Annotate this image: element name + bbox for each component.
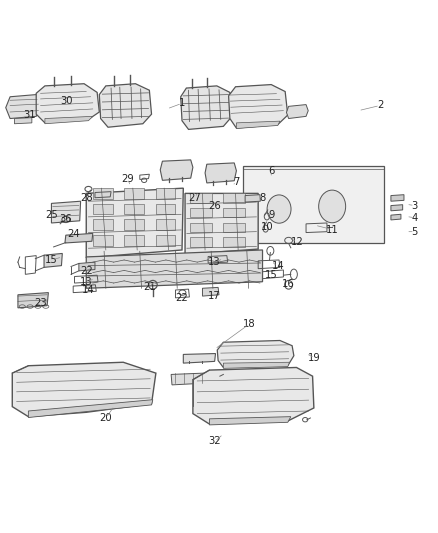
Polygon shape (223, 362, 290, 368)
Bar (155, 204, 175, 214)
Text: 4: 4 (412, 213, 418, 223)
Text: 19: 19 (308, 353, 321, 363)
Bar (124, 235, 144, 246)
Polygon shape (209, 417, 291, 425)
Text: 17: 17 (208, 291, 221, 301)
Bar (155, 235, 175, 246)
Polygon shape (65, 233, 93, 243)
Text: 13: 13 (80, 277, 92, 287)
Text: 10: 10 (261, 222, 273, 232)
Text: 6: 6 (268, 166, 275, 176)
Bar (93, 235, 113, 246)
Text: 31: 31 (23, 110, 36, 120)
Ellipse shape (267, 195, 291, 223)
Polygon shape (6, 94, 41, 118)
Polygon shape (205, 163, 237, 183)
Text: 32: 32 (208, 437, 221, 447)
Text: 36: 36 (60, 214, 72, 224)
Text: 3: 3 (412, 200, 418, 211)
Bar (124, 219, 144, 230)
Polygon shape (45, 116, 93, 124)
Text: 27: 27 (189, 193, 201, 203)
Polygon shape (14, 118, 32, 124)
Polygon shape (171, 373, 205, 385)
Text: 9: 9 (268, 210, 275, 220)
Bar (124, 204, 144, 214)
Polygon shape (391, 205, 403, 211)
Text: 14: 14 (82, 286, 95, 295)
Polygon shape (286, 104, 308, 118)
Polygon shape (36, 84, 99, 123)
Polygon shape (243, 166, 385, 243)
Text: 30: 30 (60, 96, 73, 106)
Polygon shape (79, 262, 95, 271)
Polygon shape (185, 193, 258, 254)
Polygon shape (184, 353, 215, 363)
Text: 22: 22 (176, 293, 188, 303)
Polygon shape (18, 293, 48, 308)
Polygon shape (160, 160, 193, 180)
Bar (93, 188, 113, 199)
Text: 1: 1 (179, 98, 185, 108)
Polygon shape (51, 201, 81, 223)
Text: 28: 28 (80, 193, 92, 203)
Text: 22: 22 (80, 266, 92, 276)
Polygon shape (245, 195, 260, 202)
Bar (93, 219, 113, 230)
Bar (124, 188, 144, 199)
Text: 21: 21 (143, 282, 156, 292)
Polygon shape (95, 192, 111, 198)
Polygon shape (28, 400, 153, 417)
Text: 15: 15 (265, 270, 278, 280)
Text: 14: 14 (272, 261, 284, 271)
Bar (155, 188, 175, 199)
Text: 11: 11 (326, 224, 339, 235)
Polygon shape (44, 254, 62, 268)
Bar (223, 208, 245, 217)
Polygon shape (193, 367, 314, 424)
Polygon shape (86, 188, 184, 258)
Bar (190, 208, 212, 217)
Text: 23: 23 (34, 298, 47, 309)
Bar (155, 219, 175, 230)
Polygon shape (202, 287, 219, 296)
Text: 18: 18 (243, 319, 256, 329)
Polygon shape (217, 341, 294, 367)
Bar (223, 237, 245, 247)
Bar (190, 193, 212, 203)
Polygon shape (229, 85, 288, 128)
Polygon shape (391, 195, 404, 201)
Bar (93, 204, 113, 214)
Bar (223, 193, 245, 203)
Polygon shape (12, 362, 156, 417)
Ellipse shape (319, 190, 346, 223)
Polygon shape (181, 86, 232, 130)
Text: 29: 29 (121, 174, 134, 184)
Text: 24: 24 (67, 229, 80, 239)
Text: 7: 7 (233, 176, 240, 187)
Text: 5: 5 (412, 227, 418, 237)
Text: 8: 8 (259, 193, 266, 203)
Bar (190, 237, 212, 247)
Text: 25: 25 (45, 210, 58, 220)
Polygon shape (391, 214, 401, 220)
Text: 2: 2 (377, 100, 383, 110)
Polygon shape (99, 84, 152, 127)
Text: 15: 15 (45, 255, 58, 265)
Text: 16: 16 (282, 279, 295, 289)
Bar (223, 223, 245, 232)
Bar (190, 223, 212, 232)
Polygon shape (237, 121, 280, 128)
Text: 13: 13 (208, 257, 221, 267)
Text: 20: 20 (99, 413, 112, 423)
Polygon shape (86, 250, 262, 288)
Text: 12: 12 (291, 237, 304, 247)
Text: 26: 26 (208, 201, 221, 212)
